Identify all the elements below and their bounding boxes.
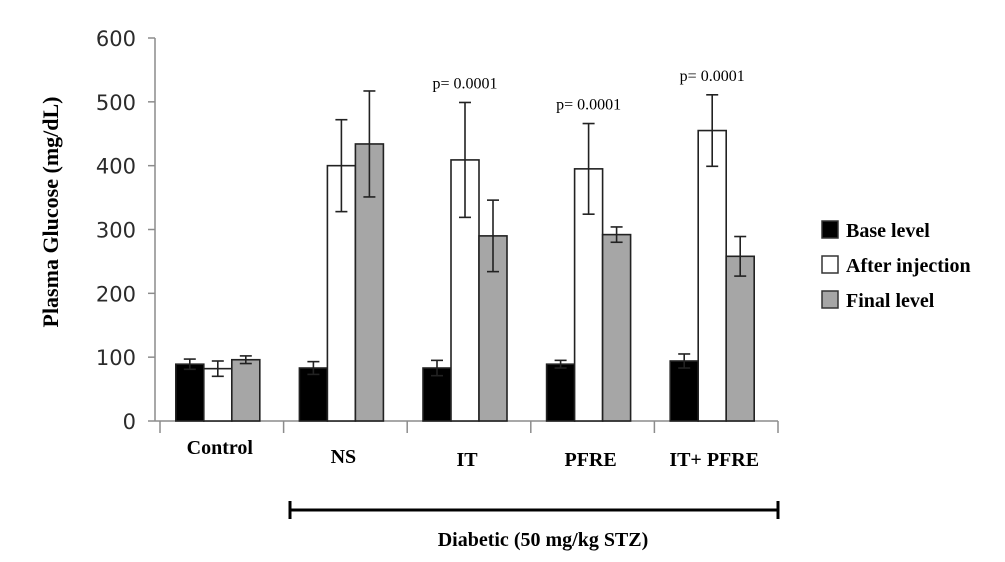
y-tick-label: 500	[96, 91, 136, 115]
y-axis: 0 100 200 300 400 500 600	[96, 27, 156, 434]
y-tick-label: 400	[96, 155, 136, 179]
bar-base-level	[669, 360, 700, 422]
bar-after-injection	[697, 129, 728, 422]
group-bracket: Diabetic (50 mg/kg STZ)	[288, 501, 780, 551]
bar-final-level	[725, 255, 756, 422]
x-tick-label: IT+ PFRE	[669, 449, 759, 471]
p-value-annotation: p= 0.0001	[556, 97, 621, 114]
x-tick-label: NS	[331, 446, 357, 468]
legend-swatch	[821, 220, 839, 239]
y-tick-label: 0	[123, 410, 136, 434]
x-tick-label: PFRE	[564, 449, 616, 471]
p-value-annotation: p= 0.0001	[680, 68, 745, 85]
bar-base-level	[545, 363, 576, 422]
x-axis: Control NS IT PFRE IT+ PFRE	[155, 420, 779, 471]
legend-label: After injection	[846, 255, 971, 277]
bar-after-injection	[203, 367, 233, 422]
x-tick-label: IT	[456, 449, 478, 471]
x-tick-label: Control	[187, 437, 254, 459]
legend-swatch	[821, 255, 839, 274]
legend-label: Base level	[846, 220, 930, 242]
y-axis-label: Plasma Glucose (mg/dL)	[38, 97, 63, 328]
y-tick-label: 200	[96, 282, 136, 306]
bar-base-level	[422, 367, 452, 422]
bar-base-level	[298, 367, 329, 422]
error-bars	[183, 90, 747, 378]
legend-label: Final level	[846, 290, 935, 312]
annotations: p= 0.0001 p= 0.0001 p= 0.0001	[432, 68, 744, 114]
bar-base-level	[175, 363, 205, 422]
legend-swatch	[821, 290, 839, 309]
bars	[175, 129, 756, 422]
bar-final-level	[231, 358, 261, 422]
y-tick-label: 100	[96, 346, 136, 370]
legend: Base level After injection Final level	[821, 220, 971, 312]
y-tick-label: 600	[96, 27, 136, 51]
y-tick-label: 300	[96, 219, 136, 243]
p-value-annotation: p= 0.0001	[432, 75, 497, 92]
bar-final-level	[601, 233, 632, 422]
group-bracket-label: Diabetic (50 mg/kg STZ)	[438, 529, 649, 551]
